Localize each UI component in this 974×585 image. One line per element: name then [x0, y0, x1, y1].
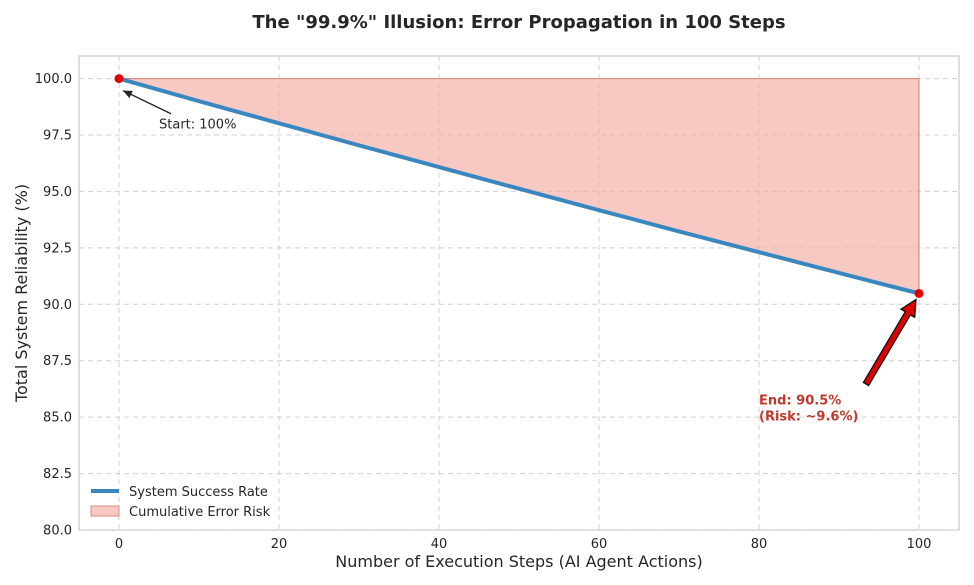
x-tick-label: 40 [431, 537, 448, 552]
y-tick-label: 90.0 [43, 298, 72, 313]
legend-success-rate-label: System Success Rate [129, 485, 268, 500]
y-tick-label: 100.0 [35, 72, 72, 87]
start-annotation: Start: 100% [159, 118, 236, 133]
y-tick-label: 85.0 [43, 411, 72, 426]
y-tick-label: 82.5 [43, 467, 72, 482]
chart-title: The "99.9%" Illusion: Error Propagation … [252, 12, 785, 33]
end-arrow [862, 298, 917, 387]
y-tick-label: 92.5 [43, 241, 72, 256]
legend-fill-swatch [90, 505, 120, 517]
success-rate-series [117, 76, 921, 296]
end-annotation-line2: (Risk: ~9.6%) [759, 409, 858, 424]
x-tick-label: 60 [591, 537, 608, 552]
start-arrow-head [123, 90, 133, 99]
x-tick-label: 20 [271, 537, 288, 552]
x-axis-label: Number of Execution Steps (AI Agent Acti… [335, 552, 702, 571]
y-tick-label: 87.5 [43, 354, 72, 369]
y-tick-label: 97.5 [43, 129, 72, 144]
endpoint-markers [114, 74, 924, 298]
end-annotation-line1: End: 90.5% [759, 393, 841, 408]
start-marker [114, 74, 124, 84]
end-marker [914, 288, 924, 298]
x-tick-label: 80 [751, 537, 768, 552]
plot-area: Start: 100% End: 90.5% (Risk: ~9.6%) [78, 55, 960, 531]
y-axis-ticks: 80.0 82.5 85.0 87.5 90.0 92.5 95.0 97.5 100.0 [35, 72, 72, 538]
annotations: Start: 100% End: 90.5% (Risk: ~9.6%) [122, 89, 917, 424]
y-tick-label: 80.0 [43, 524, 72, 539]
x-tick-label: 100 [907, 537, 932, 552]
x-tick-label: 0 [115, 537, 123, 552]
legend-error-risk-label: Cumulative Error Risk [129, 505, 271, 520]
success-rate-line [117, 76, 921, 296]
y-axis-label: Total System Reliability (%) [12, 184, 31, 403]
legend: System Success Rate Cumulative Error Ris… [90, 485, 271, 520]
x-axis-ticks: 0 20 40 60 80 100 [115, 537, 932, 552]
y-tick-label: 95.0 [43, 185, 72, 200]
